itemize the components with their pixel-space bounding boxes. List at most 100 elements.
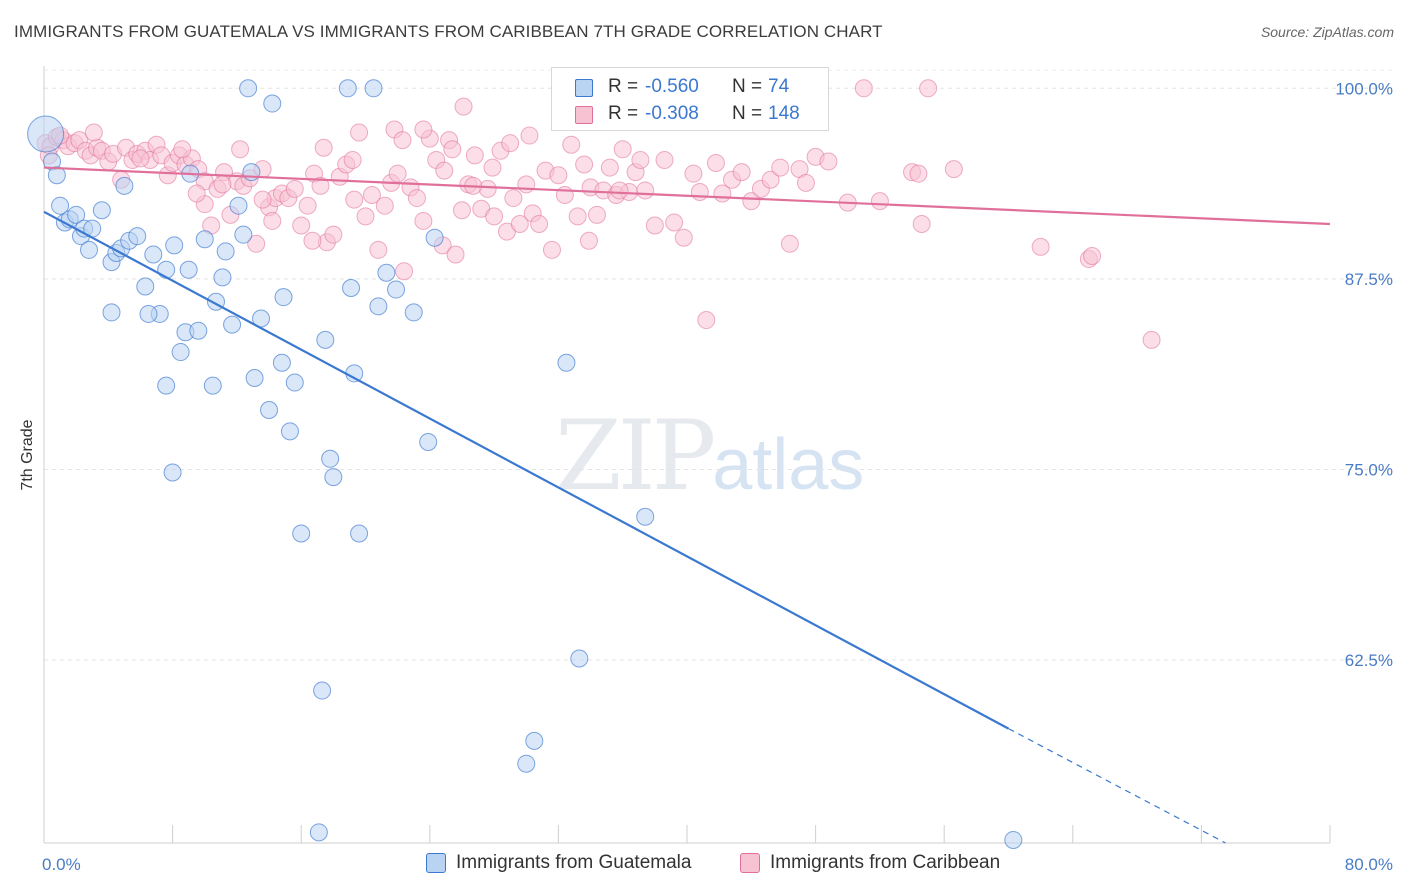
guatemala-point xyxy=(239,79,258,98)
guatemala-point xyxy=(171,343,190,362)
guatemala-point xyxy=(517,754,536,773)
guatemala-point xyxy=(67,205,86,224)
guatemala-point xyxy=(324,468,343,487)
guatemala-point xyxy=(47,166,66,185)
caribbean-points xyxy=(36,79,1161,349)
caribbean-point xyxy=(303,231,322,250)
legend-swatch-caribbean xyxy=(740,853,760,873)
y-tick-label: 100.0% xyxy=(1335,79,1393,98)
caribbean-point xyxy=(796,173,815,192)
guatemala-point xyxy=(179,260,198,279)
caribbean-point xyxy=(1142,330,1161,349)
caribbean-point xyxy=(452,201,471,220)
caribbean-point xyxy=(530,214,549,233)
source-label: Source: ZipAtlas.com xyxy=(1260,24,1394,40)
caribbean-point xyxy=(542,240,561,259)
guatemala-point xyxy=(51,196,70,215)
watermark: ZIPatlas xyxy=(555,400,864,512)
guatemala-point xyxy=(636,507,655,526)
caribbean-point xyxy=(343,150,362,169)
guatemala-point xyxy=(274,288,293,307)
guatemala-point xyxy=(245,368,264,387)
guatemala-point xyxy=(115,176,134,195)
caribbean-point xyxy=(587,205,606,224)
caribbean-point xyxy=(504,189,523,208)
caribbean-point xyxy=(362,186,381,205)
legend-row-guatemala: R = -0.560 N = 74 xyxy=(552,73,828,103)
guatemala-point xyxy=(260,400,279,419)
guatemala-point xyxy=(203,376,222,395)
caribbean-point xyxy=(446,245,465,264)
caribbean-point xyxy=(393,131,412,150)
caribbean-point xyxy=(631,150,650,169)
caribbean-point xyxy=(1083,247,1102,266)
caribbean-point xyxy=(636,181,655,200)
caribbean-point xyxy=(435,161,454,180)
legend-row-caribbean: R = -0.308 N = 148 xyxy=(552,100,828,130)
guatemala-point xyxy=(419,433,438,452)
guatemala-point xyxy=(234,225,253,244)
caribbean-point xyxy=(697,311,716,330)
caribbean-point xyxy=(369,240,388,259)
caribbean-point xyxy=(912,214,931,233)
legend-swatch-guatemala xyxy=(426,853,446,873)
guatemala-points xyxy=(27,79,1023,849)
caribbean-point xyxy=(517,175,536,194)
y-tick-label: 87.5% xyxy=(1345,270,1393,289)
caribbean-point xyxy=(465,146,484,165)
legend-n-label: N = xyxy=(732,76,763,97)
caribbean-point xyxy=(562,135,581,154)
guatemala-point xyxy=(280,422,299,441)
guatemala-point xyxy=(27,115,65,153)
guatemala-point xyxy=(136,277,155,296)
legend-n-label: N = xyxy=(732,103,763,124)
guatemala-point xyxy=(321,449,340,468)
legend-r-value: -0.560 xyxy=(645,76,699,97)
caribbean-point xyxy=(388,164,407,183)
caribbean-point xyxy=(501,134,520,153)
caribbean-point xyxy=(173,140,192,159)
caribbean-point xyxy=(345,190,364,209)
caribbean-point xyxy=(854,79,873,98)
caribbean-point xyxy=(761,170,780,189)
y-tick-label: 62.5% xyxy=(1345,651,1393,670)
caribbean-point xyxy=(311,176,330,195)
guatemala-point xyxy=(404,303,423,322)
caribbean-point xyxy=(665,213,684,232)
guatemala-point xyxy=(369,297,388,316)
caribbean-point xyxy=(131,149,150,168)
guatemala-trend-extension xyxy=(1008,728,1226,844)
guatemala-point xyxy=(157,376,176,395)
series-legend: Immigrants from Guatemala Immigrants fro… xyxy=(0,852,1406,878)
guatemala-point xyxy=(242,163,261,182)
legend-label-guatemala: Immigrants from Guatemala xyxy=(456,852,692,873)
caribbean-point xyxy=(919,79,938,98)
guatemala-point xyxy=(387,280,406,299)
guatemala-point xyxy=(229,196,248,215)
caribbean-point xyxy=(292,216,311,235)
legend-n-value: 148 xyxy=(768,103,800,124)
x-tick-label-max: 80.0% xyxy=(1345,855,1393,874)
caribbean-point xyxy=(613,140,632,159)
guatemala-point xyxy=(309,823,328,842)
caribbean-point xyxy=(253,190,272,209)
caribbean-point xyxy=(263,211,282,230)
caribbean-point xyxy=(600,158,619,177)
guatemala-point xyxy=(165,236,184,255)
caribbean-point xyxy=(944,160,963,179)
guatemala-point xyxy=(195,230,214,249)
guatemala-point xyxy=(285,373,304,392)
caribbean-point xyxy=(742,192,761,211)
guatemala-point xyxy=(377,263,396,282)
caribbean-point xyxy=(443,140,462,159)
guatemala-point xyxy=(189,321,208,340)
caribbean-point xyxy=(414,211,433,230)
caribbean-point xyxy=(356,207,375,226)
caribbean-point xyxy=(350,123,369,142)
caribbean-point xyxy=(314,138,333,157)
guatemala-point xyxy=(263,94,282,113)
guatemala-point xyxy=(144,245,163,264)
guatemala-point xyxy=(128,227,147,246)
caribbean-point xyxy=(780,234,799,253)
